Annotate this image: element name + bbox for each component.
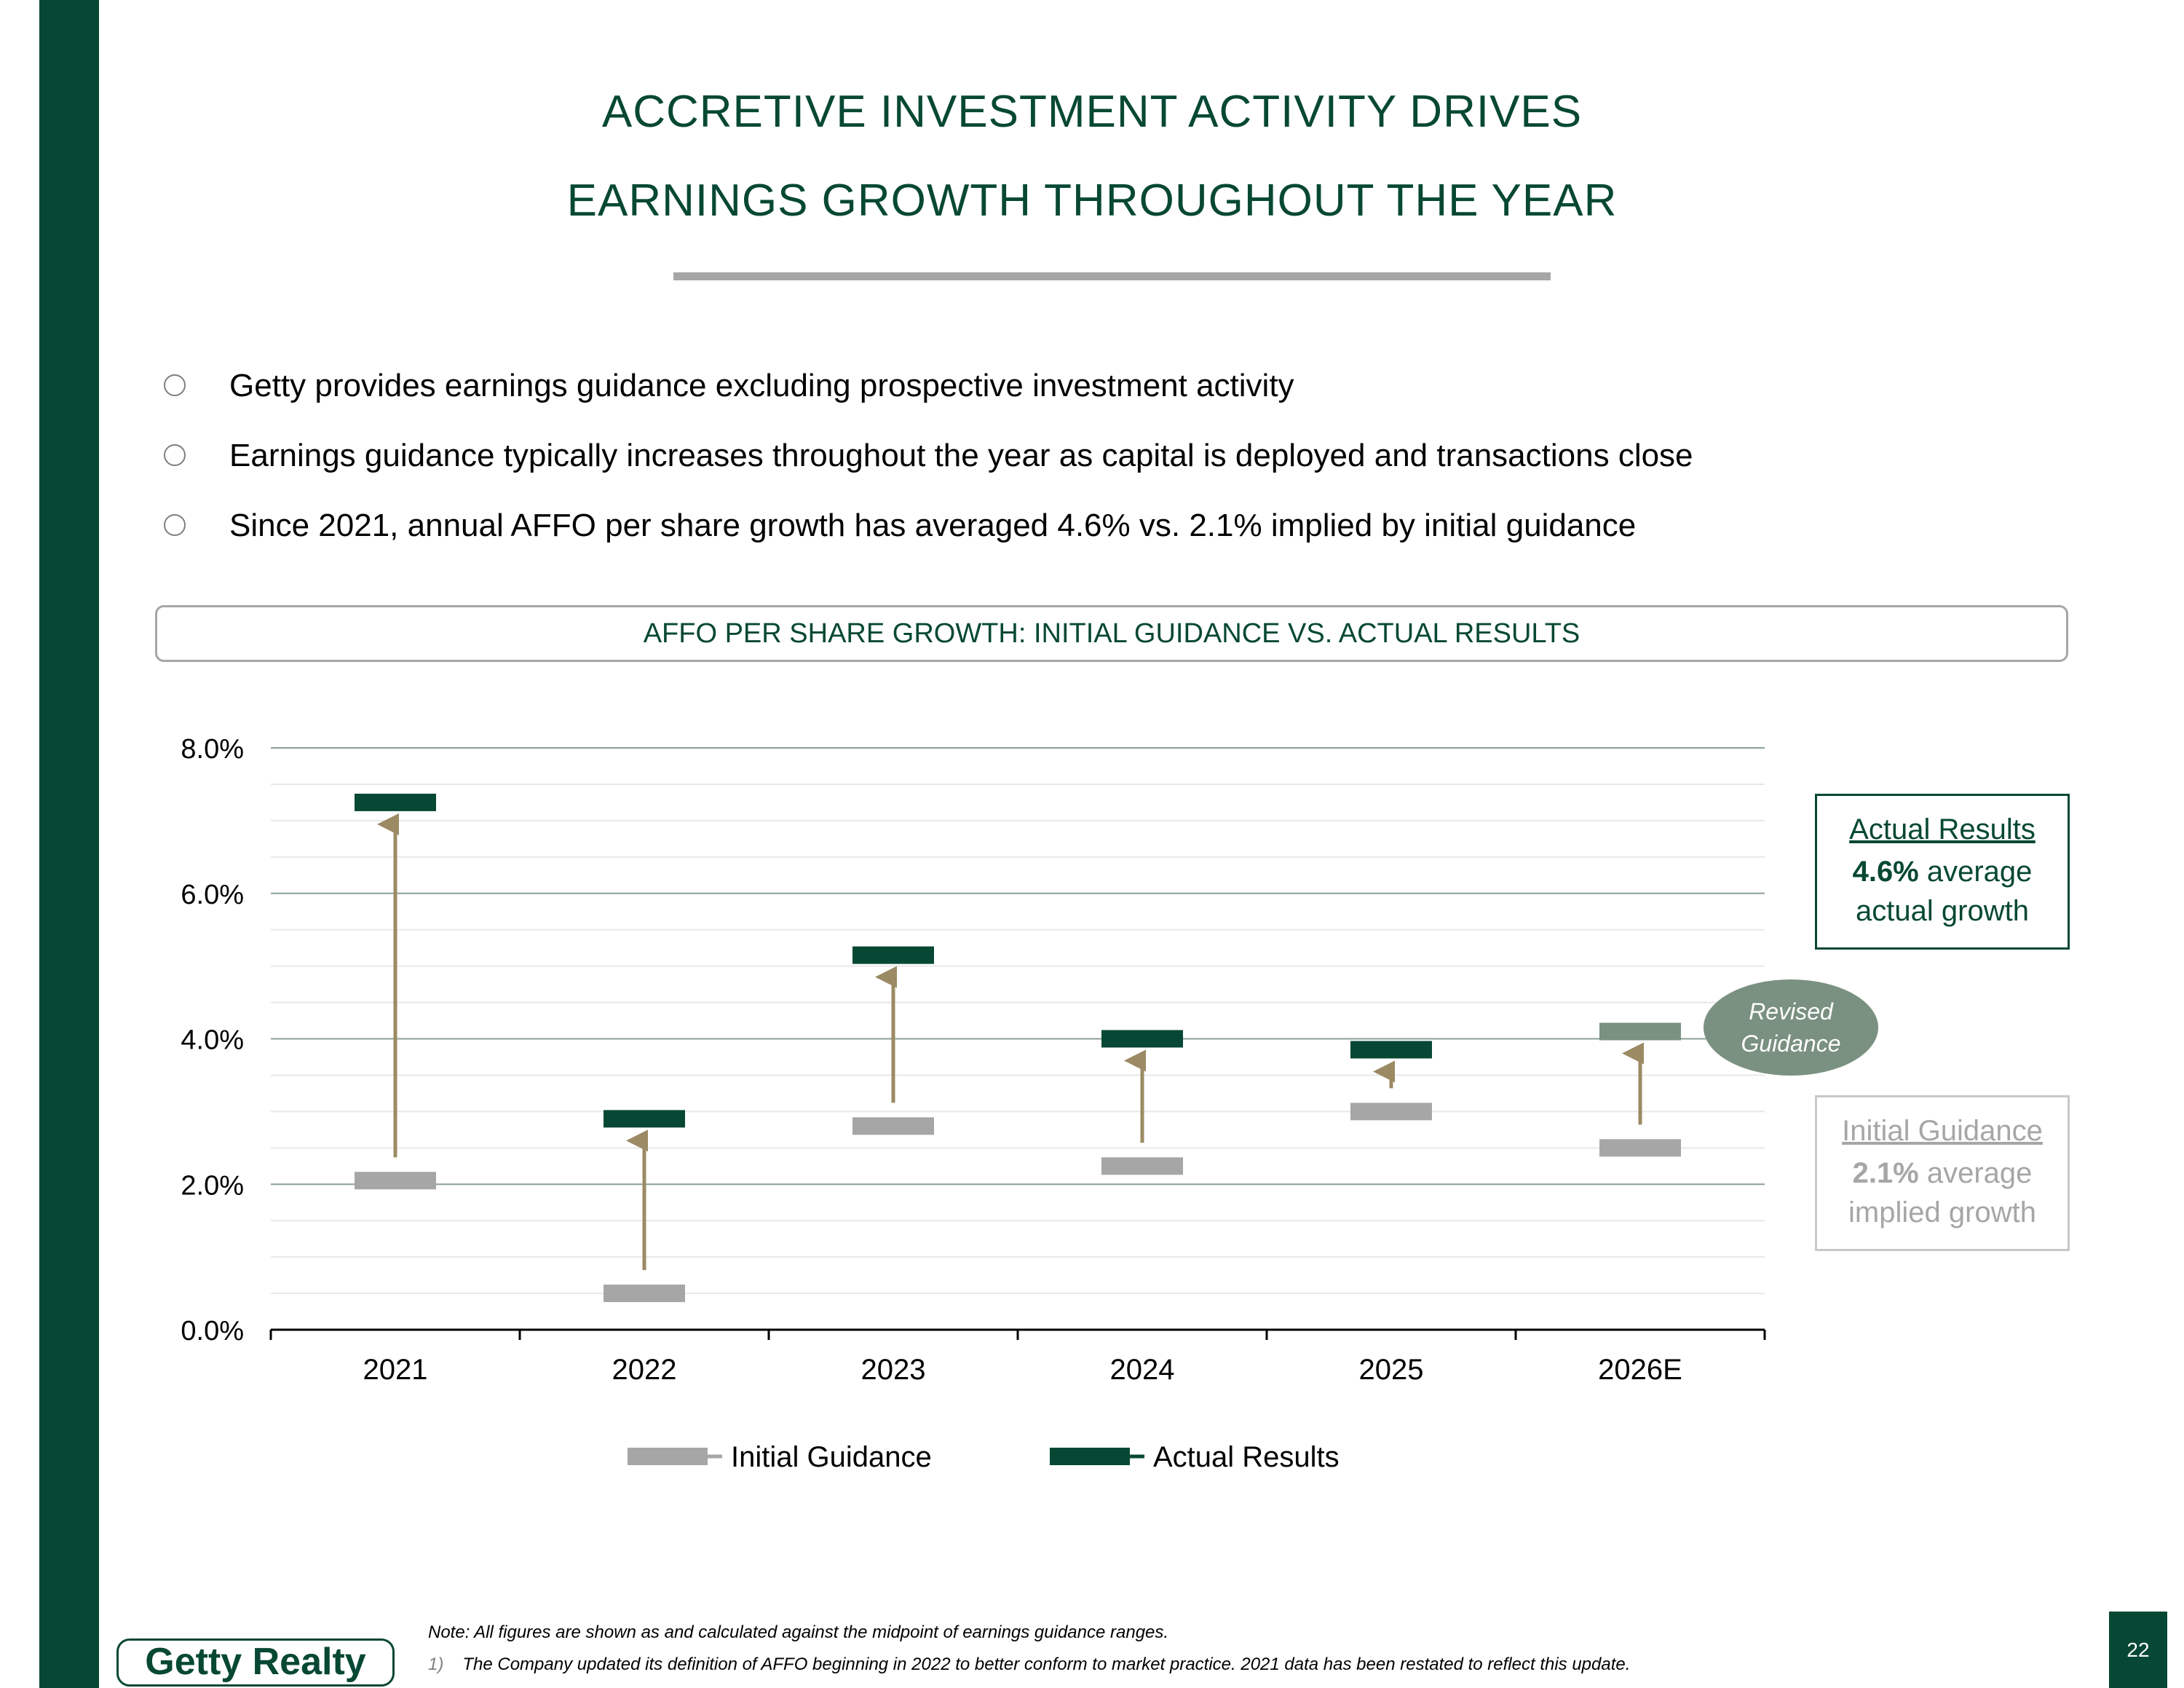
x-tick-label: 2021 (363, 1354, 428, 1386)
actual-results-callout-title: Actual Results (1849, 813, 2035, 845)
y-tick-label: 2.0% (181, 1170, 244, 1201)
actual-results-marker (852, 946, 934, 964)
page-title-line-2: EARNINGS GROWTH THROUGHOUT THE YEAR (566, 175, 1618, 226)
legend-initial-guidance-label: Initial Guidance (731, 1441, 932, 1473)
footnote-1: 1) The Company updated its definition of … (428, 1655, 1630, 1675)
initial-guidance-callout-title: Initial Guidance (1842, 1115, 2043, 1147)
footnote-text: The Company updated its definition of AF… (462, 1655, 1631, 1674)
initial-guidance-marker (604, 1285, 685, 1303)
initial-guidance-marker (852, 1117, 934, 1135)
getty-realty-logo: Getty Realty (116, 1638, 395, 1687)
footnote-note: Note: All figures are shown as and calcu… (428, 1622, 1169, 1642)
y-tick-label: 8.0% (181, 734, 244, 765)
initial-guidance-callout-line1: 2.1% average (1817, 1153, 2068, 1193)
initial-guidance-marker (1350, 1103, 1432, 1121)
legend-actual-results-label: Actual Results (1153, 1441, 1340, 1473)
bullet-circle-icon (164, 514, 186, 536)
bullet-text: Since 2021, annual AFFO per share growth… (229, 508, 1637, 543)
initial-average-value: 2.1% (1852, 1157, 1919, 1189)
title-underline (673, 272, 1551, 280)
y-tick-label: 6.0% (181, 880, 244, 910)
page-number: 22 (2109, 1612, 2167, 1688)
initial-guidance-marker (355, 1172, 436, 1190)
actual-results-marker (355, 793, 436, 811)
bullet-circle-icon (164, 444, 186, 466)
actual-average-suffix: average (1918, 856, 2033, 888)
bullet-text: Getty provides earnings guidance excludi… (229, 368, 1294, 403)
y-tick-label: 4.0% (181, 1025, 244, 1056)
initial-guidance-callout: Initial Guidance 2.1% average implied gr… (1815, 1095, 2070, 1251)
legend-initial-guidance-swatch (628, 1448, 708, 1465)
chart-title-box: AFFO PER SHARE GROWTH: INITIAL GUIDANCE … (155, 605, 2068, 662)
initial-guidance-callout-line2: implied growth (1848, 1196, 2036, 1228)
initial-average-suffix: average (1918, 1157, 2033, 1189)
x-tick-label: 2023 (861, 1354, 926, 1386)
bullet-text: Earnings guidance typically increases th… (229, 438, 1693, 473)
x-tick-label: 2022 (612, 1354, 677, 1386)
actual-results-callout: Actual Results 4.6% average actual growt… (1815, 794, 2070, 950)
page-title-line-1: ACCRETIVE INVESTMENT ACTIVITY DRIVES (601, 87, 1583, 137)
y-tick-label: 0.0% (181, 1316, 244, 1346)
bullet-circle-icon (164, 374, 186, 396)
actual-results-marker (604, 1110, 685, 1128)
actual-results-marker (1350, 1041, 1432, 1059)
revised-badge-line1: Revised (1749, 998, 1833, 1025)
actual-results-marker (1101, 1030, 1183, 1048)
x-tick-label: 2025 (1359, 1354, 1424, 1386)
revised-guidance-badge: Revised Guidance (1704, 979, 1878, 1076)
actual-average-value: 4.6% (1852, 856, 1919, 888)
actual-results-callout-line1: 4.6% average (1817, 852, 2068, 891)
x-tick-label: 2024 (1110, 1354, 1175, 1386)
revised-guidance-marker (1599, 1022, 1681, 1041)
left-brand-bar (39, 0, 99, 1688)
x-tick-label: 2026E (1598, 1354, 1682, 1386)
legend-actual-results-swatch (1050, 1448, 1130, 1465)
footnote-number: 1) (428, 1655, 444, 1674)
revised-badge-line2: Guidance (1741, 1030, 1841, 1057)
initial-guidance-marker (1101, 1157, 1183, 1175)
actual-results-callout-line2: actual growth (1856, 895, 2029, 927)
initial-guidance-marker (1599, 1139, 1681, 1157)
